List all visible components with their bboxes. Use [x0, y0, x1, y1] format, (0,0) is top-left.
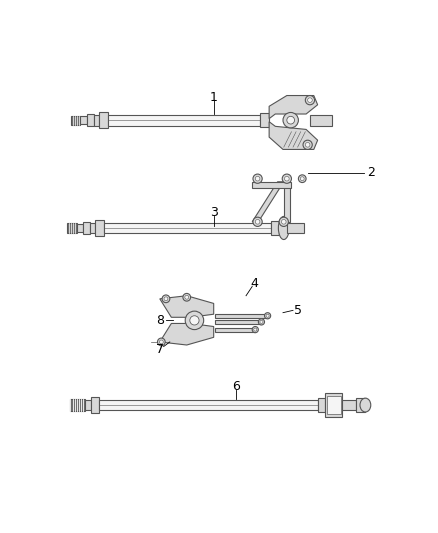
Polygon shape: [269, 122, 318, 149]
Bar: [67, 223, 77, 232]
Circle shape: [162, 295, 170, 303]
Bar: [287, 223, 304, 233]
Text: 3: 3: [210, 206, 218, 219]
Circle shape: [287, 116, 294, 124]
Text: 5: 5: [294, 304, 302, 317]
Circle shape: [253, 174, 262, 183]
Circle shape: [185, 295, 189, 299]
Bar: [108, 115, 260, 126]
Bar: [252, 182, 291, 188]
Text: 1: 1: [210, 91, 218, 103]
Circle shape: [190, 316, 199, 325]
Circle shape: [255, 220, 260, 224]
Bar: [87, 114, 94, 126]
Circle shape: [303, 140, 312, 149]
Bar: [342, 400, 356, 410]
Circle shape: [252, 327, 258, 333]
Text: 7: 7: [156, 343, 164, 356]
Circle shape: [253, 217, 262, 227]
Text: 2: 2: [367, 166, 375, 179]
Polygon shape: [252, 182, 284, 222]
Bar: [94, 115, 99, 126]
Ellipse shape: [279, 216, 289, 239]
Bar: [91, 223, 95, 233]
Bar: [272, 221, 279, 235]
Circle shape: [265, 313, 271, 319]
Circle shape: [305, 142, 310, 147]
Bar: [77, 224, 83, 232]
Circle shape: [282, 174, 291, 183]
Circle shape: [159, 340, 163, 344]
Bar: [99, 112, 108, 128]
Bar: [215, 328, 255, 332]
Polygon shape: [269, 95, 318, 119]
Polygon shape: [160, 296, 214, 317]
Bar: [99, 400, 318, 410]
Text: 8: 8: [156, 314, 165, 327]
Bar: [260, 113, 269, 127]
Bar: [284, 182, 290, 222]
Circle shape: [285, 176, 289, 181]
Circle shape: [266, 314, 269, 317]
Bar: [325, 393, 342, 417]
Bar: [215, 314, 268, 318]
Circle shape: [300, 177, 304, 181]
Polygon shape: [160, 324, 214, 345]
Circle shape: [305, 95, 314, 105]
Circle shape: [260, 320, 263, 324]
Circle shape: [255, 176, 260, 181]
Bar: [104, 223, 272, 233]
Text: 6: 6: [232, 380, 240, 393]
Bar: [70, 399, 85, 411]
Bar: [327, 396, 341, 414]
Text: 4: 4: [251, 277, 258, 290]
Circle shape: [279, 217, 288, 227]
Bar: [85, 400, 91, 410]
Circle shape: [185, 311, 204, 329]
Circle shape: [258, 319, 265, 325]
Bar: [71, 116, 81, 125]
Bar: [91, 398, 99, 413]
Bar: [310, 115, 332, 126]
Bar: [215, 320, 261, 324]
Bar: [356, 398, 365, 412]
Bar: [95, 220, 104, 236]
Bar: [318, 398, 325, 412]
Circle shape: [158, 338, 165, 346]
Circle shape: [282, 220, 286, 224]
Circle shape: [307, 98, 312, 102]
Bar: [83, 222, 91, 234]
Ellipse shape: [360, 398, 371, 412]
Bar: [81, 116, 87, 124]
Circle shape: [164, 297, 168, 301]
Circle shape: [298, 175, 306, 182]
Circle shape: [254, 328, 257, 331]
Circle shape: [283, 112, 298, 128]
Circle shape: [183, 294, 191, 301]
